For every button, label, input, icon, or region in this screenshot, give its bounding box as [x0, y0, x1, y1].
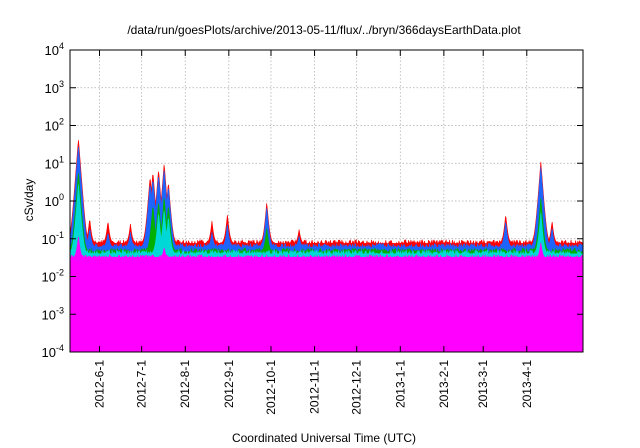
x-tick-label: 2012-12-1 — [350, 360, 364, 415]
chart-title: /data/run/goesPlots/archive/2013-05-11/f… — [127, 23, 521, 37]
x-tick-label: 2012-11-1 — [308, 360, 322, 414]
x-tick-label: 2012-9-1 — [222, 360, 236, 408]
grid — [70, 50, 583, 352]
x-axis-ticks: 2012-6-1 2012-7-1 2012-8-1 2012-9-1 2012-10-… — [93, 50, 534, 415]
series-layer — [69, 140, 584, 353]
y-tick-label: 103 — [45, 79, 64, 96]
x-tick-label: 2013-1-1 — [393, 360, 407, 408]
y-tick-label: 101 — [45, 154, 64, 171]
y-tick-label: 10-1 — [42, 230, 64, 247]
x-tick-label: 2012-10-1 — [264, 360, 278, 415]
y-axis-ticks: 10-4 10-3 10-2 10-1 100 101 102 103 104 — [42, 41, 583, 360]
x-tick-label: 2012-8-1 — [178, 360, 192, 408]
x-axis-label: Coordinated Universal Time (UTC) — [232, 431, 416, 445]
y-tick-label: 10-2 — [42, 268, 64, 285]
y-tick-label: 10-4 — [42, 343, 64, 360]
x-tick-label: 2013-4-1 — [520, 360, 534, 408]
x-tick-label: 2012-6-1 — [93, 360, 107, 408]
y-tick-label: 104 — [45, 41, 64, 58]
y-tick-label: 10-3 — [42, 305, 64, 322]
x-tick-label: 2012-7-1 — [135, 360, 149, 408]
x-tick-label: 2013-3-1 — [476, 360, 490, 408]
y-tick-label: 102 — [45, 117, 64, 134]
y-tick-label: 100 — [45, 192, 64, 209]
y-axis-label: cSv/day — [22, 179, 36, 222]
series-band — [70, 256, 583, 288]
x-tick-label: 2013-2-1 — [437, 360, 451, 408]
